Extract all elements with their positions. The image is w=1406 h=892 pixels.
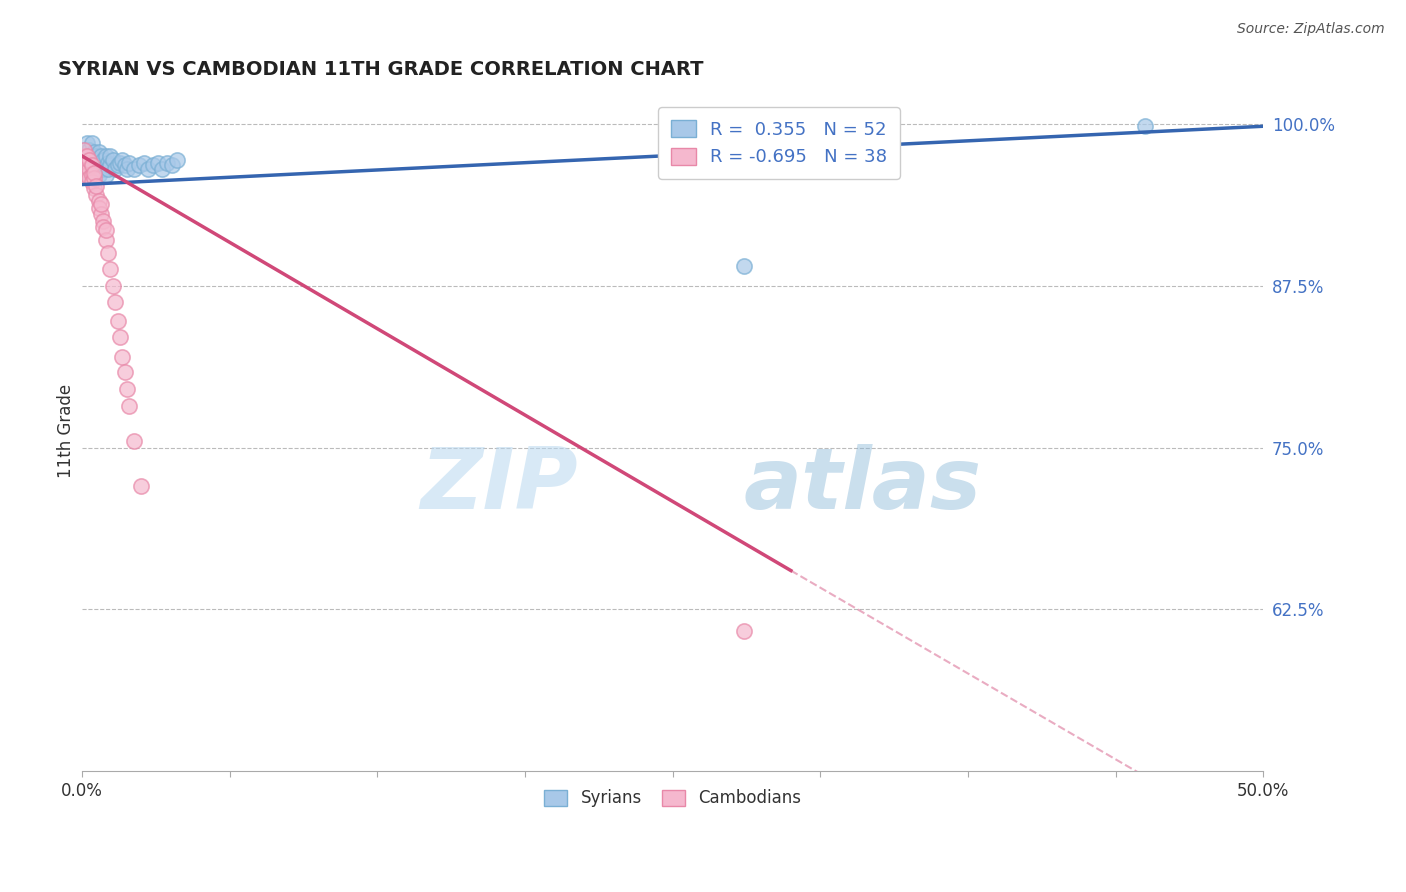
Point — [136, 161, 159, 176]
Point — [146, 155, 169, 169]
Point — [733, 624, 755, 639]
Point — [107, 158, 129, 172]
Point — [77, 169, 100, 183]
Point — [73, 149, 96, 163]
Point — [77, 171, 100, 186]
Point — [80, 169, 103, 183]
Legend: Syrians, Cambodians: Syrians, Cambodians — [537, 782, 808, 814]
Point — [84, 149, 107, 163]
Point — [76, 155, 98, 169]
Point — [77, 161, 100, 176]
Point — [129, 479, 152, 493]
Point — [114, 365, 136, 379]
Point — [122, 161, 145, 176]
Point — [97, 246, 120, 260]
Point — [107, 313, 129, 327]
Point — [156, 155, 179, 169]
Point — [77, 161, 100, 176]
Point — [73, 143, 96, 157]
Point — [128, 158, 150, 172]
Point — [1135, 120, 1157, 134]
Point — [87, 145, 110, 160]
Point — [77, 153, 100, 167]
Point — [83, 145, 105, 160]
Point — [108, 155, 131, 169]
Point — [97, 161, 120, 176]
Point — [73, 149, 96, 163]
Point — [80, 158, 103, 172]
Point — [77, 149, 100, 163]
Point — [87, 201, 110, 215]
Point — [93, 220, 115, 235]
Point — [100, 158, 122, 172]
Point — [733, 259, 755, 273]
Point — [94, 223, 117, 237]
Point — [76, 169, 98, 183]
Point — [90, 149, 112, 163]
Point — [115, 161, 138, 176]
Point — [94, 233, 117, 247]
Point — [87, 153, 110, 167]
Text: Source: ZipAtlas.com: Source: ZipAtlas.com — [1237, 22, 1385, 37]
Point — [73, 143, 96, 157]
Point — [111, 350, 134, 364]
Point — [114, 158, 136, 172]
Point — [87, 194, 110, 209]
Point — [97, 155, 120, 169]
Point — [84, 178, 107, 193]
Point — [83, 155, 105, 169]
Point — [152, 161, 174, 176]
Point — [80, 175, 103, 189]
Point — [76, 155, 98, 169]
Point — [111, 153, 134, 167]
Point — [90, 197, 112, 211]
Point — [84, 161, 107, 176]
Point — [73, 161, 96, 176]
Text: ZIP: ZIP — [420, 444, 578, 527]
Point — [93, 214, 115, 228]
Point — [160, 158, 183, 172]
Point — [122, 434, 145, 448]
Point — [83, 181, 105, 195]
Point — [80, 149, 103, 163]
Point — [84, 188, 107, 202]
Point — [76, 149, 98, 163]
Point — [100, 149, 122, 163]
Point — [84, 158, 107, 172]
Point — [90, 158, 112, 172]
Point — [115, 382, 138, 396]
Point — [77, 143, 100, 157]
Text: atlas: atlas — [744, 444, 981, 527]
Point — [104, 161, 127, 176]
Y-axis label: 11th Grade: 11th Grade — [58, 384, 75, 478]
Point — [118, 399, 141, 413]
Point — [80, 155, 103, 169]
Point — [94, 169, 117, 183]
Point — [101, 153, 124, 167]
Point — [90, 207, 112, 221]
Point — [118, 155, 141, 169]
Point — [108, 330, 131, 344]
Point — [83, 171, 105, 186]
Point — [80, 136, 103, 150]
Point — [93, 153, 115, 167]
Point — [76, 136, 98, 150]
Point — [142, 158, 165, 172]
Point — [80, 161, 103, 176]
Point — [94, 149, 117, 163]
Point — [87, 169, 110, 183]
Point — [100, 261, 122, 276]
Point — [93, 161, 115, 176]
Point — [76, 169, 98, 183]
Point — [132, 155, 155, 169]
Point — [101, 278, 124, 293]
Point — [166, 153, 188, 167]
Point — [104, 295, 127, 310]
Point — [83, 166, 105, 180]
Point — [83, 169, 105, 183]
Text: SYRIAN VS CAMBODIAN 11TH GRADE CORRELATION CHART: SYRIAN VS CAMBODIAN 11TH GRADE CORRELATI… — [59, 60, 704, 78]
